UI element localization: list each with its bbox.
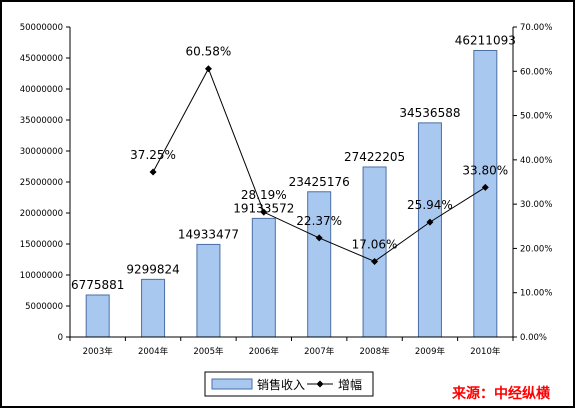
x-axis-tick-label: 2008年 [359,346,390,357]
bar-value-label: 19133572 [233,201,294,215]
growth-marker [315,234,323,242]
growth-value-label: 28.19% [241,188,287,202]
right-axis-tick-label: 10.00% [520,289,552,299]
line-data-labels: 37.25% 60.58% 28.19% 22.37% 17.06% 25.94% 33.8… [130,45,508,252]
bar-2008年 [362,166,387,338]
x-axis-labels: 2003年 2004年 2005年 2006年 2007年 2008年 2009年 2010年 [69,337,514,357]
right-axis-ticks: 0.00% 10.00% 20.00% 30.00% 40.00% 50.00% 60.00… [513,23,552,343]
legend: 销售收入 增幅 [204,371,374,397]
right-axis-tick-label: 50.00% [520,112,552,122]
growth-marker [371,257,379,265]
growth-marker [481,183,489,191]
right-axis-tick-label: 70.00% [520,23,552,33]
bar-2009年 [417,122,442,338]
bar-2003年 [85,294,110,338]
legend-line-marker [316,380,324,388]
legend-label-growth: 增幅 [338,377,362,392]
bar-value-label: 46211093 [455,33,516,47]
right-axis-tick-label: 20.00% [520,244,552,254]
x-axis-tick-label: 2006年 [249,346,280,357]
bar-value-label: 27422205 [344,150,405,164]
left-axis-tick-label: 0 [58,333,63,343]
growth-marker [149,168,157,176]
line-series [149,65,489,265]
bar-value-label: 34536588 [399,106,460,120]
bar-value-label: 6775881 [71,278,124,292]
right-axis-tick-label: 0.00% [520,333,547,343]
bar-value-label: 14933477 [178,227,239,241]
left-axis-tick-label: 45000000 [20,54,63,64]
growth-marker [204,65,212,73]
left-axis-tick-label: 20000000 [20,209,63,219]
x-axis-tick-label: 2004年 [138,346,169,357]
left-axis-tick-label: 40000000 [20,85,63,95]
left-axis-tick-label: 35000000 [20,116,63,126]
growth-value-label: 25.94% [407,198,453,212]
axes [69,27,514,338]
bar-2010年 [473,49,498,338]
left-axis-tick-label: 25000000 [20,178,63,188]
x-axis-tick-label: 2005年 [193,346,224,357]
legend-bar-swatch [211,378,253,390]
x-axis-tick-label: 2003年 [83,346,114,357]
bar-2004年 [141,278,166,338]
x-axis-tick-label: 2009年 [415,346,446,357]
left-axis-ticks: 0 5000000 10000000 15000000 20000000 25000000… [20,23,70,343]
bar-value-label: 9299824 [126,262,179,276]
growth-value-label: 37.25% [130,148,176,162]
growth-marker [426,218,434,226]
growth-value-label: 17.06% [352,237,398,251]
bar-series [85,49,498,338]
growth-value-label: 60.58% [186,45,232,59]
left-axis-tick-label: 15000000 [20,240,63,250]
right-axis-tick-label: 60.00% [520,67,552,77]
growth-value-label: 22.37% [296,214,342,228]
growth-marker [260,208,268,216]
source-label: 来源：中经纵横 [451,385,551,402]
right-axis-tick-label: 30.00% [520,200,552,210]
legend-label-sales: 销售收入 [257,377,305,392]
bar-value-label: 23425176 [289,175,350,189]
left-axis-tick-label: 50000000 [20,23,63,33]
right-axis-tick-label: 40.00% [520,156,552,166]
left-axis-tick-label: 30000000 [20,147,63,157]
left-axis-tick-label: 5000000 [25,302,63,312]
growth-value-label: 33.80% [462,163,508,177]
bar-2006年 [251,217,276,338]
left-axis-tick-label: 10000000 [20,271,63,281]
x-axis-tick-label: 2007年 [304,346,335,357]
bar-2005年 [196,243,221,338]
x-axis-tick-label: 2010年 [470,346,501,357]
